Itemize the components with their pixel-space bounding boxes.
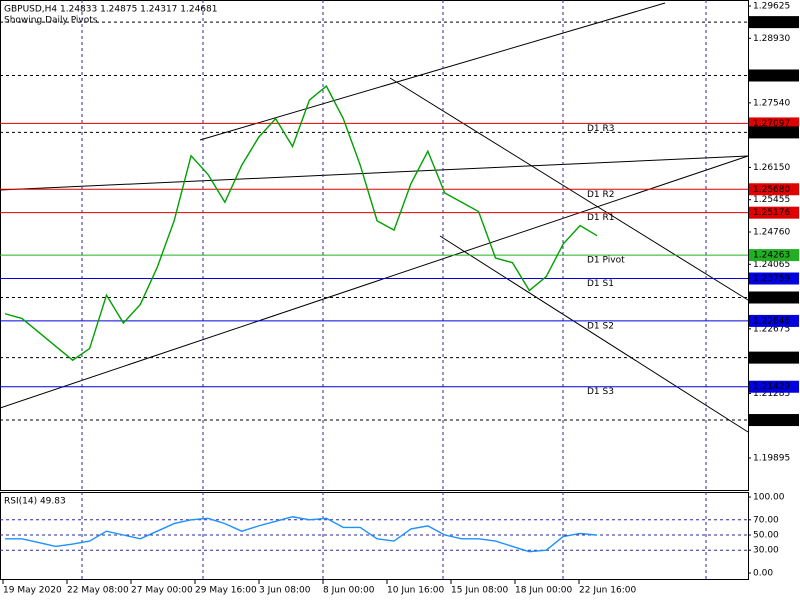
y-tick-label: 30.00 [753, 546, 779, 556]
level-price-label: 1.26904 [753, 128, 790, 138]
level-price-label: 1.25680 [753, 185, 790, 195]
y-tick-label: 1.24760 [753, 228, 790, 238]
level-name: D1 S2 [587, 321, 614, 331]
level-name: D1 R3 [587, 124, 615, 134]
level-price-label: 1.23350 [753, 293, 790, 303]
level-name: D1 S3 [587, 387, 614, 397]
y-tick-label: 1.28930 [753, 34, 790, 44]
x-tick-label: 29 May 16:00 [195, 586, 257, 596]
y-tick-label: 1.19895 [753, 454, 790, 464]
level-price-box [749, 380, 799, 393]
level-price-box [749, 206, 799, 219]
y-tick-label: 1.22675 [753, 324, 790, 334]
y-tick-label: 70.00 [753, 515, 779, 525]
trend-line [0, 155, 749, 409]
y-tick-label: 1.21285 [753, 389, 790, 399]
main-panel [0, 0, 749, 491]
level-price-box [749, 183, 799, 196]
y-tick-label: 50.00 [753, 531, 779, 541]
y-tick-label: 1.29625 [753, 2, 790, 12]
level-price-box [749, 291, 799, 304]
y-tick-label: 1.26150 [753, 163, 790, 173]
rsi-panel [0, 492, 749, 580]
x-tick-label: 8 Jun 00:00 [323, 586, 375, 596]
level-price-box [749, 351, 799, 364]
y-tick-label: 100.00 [753, 493, 785, 503]
level-price-label: 1.25176 [753, 208, 790, 218]
level-price-label: 1.28129 [753, 71, 790, 81]
price-line [5, 516, 598, 553]
level-price-label: 1.27097 [753, 119, 790, 129]
level-price-box [749, 314, 799, 327]
trend-line [439, 235, 749, 433]
level-price-label: 1.24263 [753, 251, 790, 261]
x-tick-label: 19 May 2020 [3, 586, 62, 596]
level-price-box [749, 272, 799, 285]
level-name: D1 R1 [587, 213, 615, 223]
x-tick-label: 22 May 08:00 [67, 586, 129, 596]
level-price-label: 1.22846 [753, 316, 790, 326]
channel-line [0, 155, 749, 191]
chart-title: GBPUSD,H4 1.24833 1.24875 1.24317 1.2468… [4, 5, 217, 15]
y-tick-label: 1.27540 [753, 98, 790, 108]
level-price-box [749, 16, 799, 29]
level-name: D1 R2 [587, 190, 615, 200]
level-price-box [749, 126, 799, 139]
level-price-label: 1.20712 [753, 416, 790, 426]
level-price-label: 1.29278 [753, 18, 790, 28]
chart-subtitle: Showing Daily Pivots [4, 16, 98, 26]
level-price-label: 1.23759 [753, 274, 790, 284]
x-tick-label: 18 Jun 00:00 [515, 586, 572, 596]
level-name: D1 S1 [587, 279, 614, 289]
x-tick-label: 10 Jun 16:00 [387, 586, 444, 596]
rsi-title: RSI(14) 49.83 [4, 497, 66, 507]
price-line [4, 85, 598, 362]
level-name: D1 Pivot [587, 256, 625, 266]
x-tick-label: 15 Jun 08:00 [451, 586, 508, 596]
channel-line [199, 2, 666, 141]
x-tick-label: 3 Jun 08:00 [259, 586, 311, 596]
level-price-box [749, 414, 799, 427]
y-tick-label: 1.25455 [753, 195, 790, 205]
level-price-box [749, 69, 799, 82]
x-tick-label: 22 Jun 16:00 [579, 586, 636, 596]
y-tick-label: 1.24065 [753, 260, 790, 270]
x-tick-label: 27 May 00:00 [131, 586, 193, 596]
level-price-box [749, 249, 799, 262]
level-price-label: 1.22056 [753, 353, 790, 363]
level-price-label: 1.21429 [753, 382, 790, 392]
y-tick-label: 0.00 [753, 569, 773, 579]
